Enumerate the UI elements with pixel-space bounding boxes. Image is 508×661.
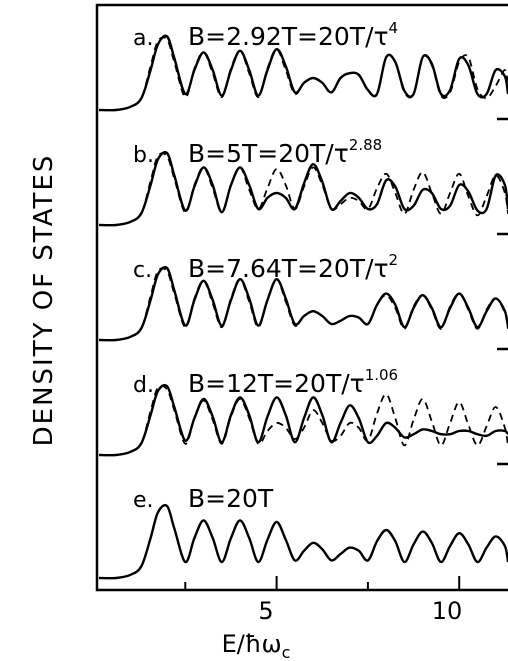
- panel-labels: a. B=2.92T=20T/τ4 b. B=5T=20T/τ2.88 c. B…: [133, 19, 398, 513]
- x-tick-label-10: 10: [432, 597, 463, 625]
- panel-label-c-main: B=7.64T=20T/τ: [188, 254, 389, 283]
- series-dashed-panel-1: [98, 152, 508, 227]
- panel-label-b-main: B=5T=20T/τ: [188, 139, 349, 168]
- panel-label-a: B=2.92T=20T/τ4: [188, 19, 398, 51]
- panel-label-a-sup: 4: [389, 19, 399, 37]
- panel-label-d: B=12T=20T/τ1.06: [188, 366, 398, 398]
- x-axis-ticks: [184, 576, 461, 590]
- x-axis-label-sub: c: [282, 643, 291, 661]
- series-dashed-panel-2: [98, 267, 508, 342]
- panel-label-c-sup: 2: [389, 251, 399, 269]
- panel-label-e-main: B=20T: [188, 484, 274, 513]
- panel-separators: [497, 117, 508, 466]
- panel-letter-d: d.: [133, 373, 154, 398]
- series-solid-panel-4: [98, 503, 508, 580]
- panel-letter-a: a.: [133, 26, 153, 51]
- series-dashed-panel-0: [98, 36, 508, 112]
- x-axis-label-main: E/ħω: [222, 630, 282, 658]
- panel-label-c: B=7.64T=20T/τ2: [188, 251, 398, 283]
- panel-label-b-sup: 2.88: [349, 136, 382, 154]
- x-axis-label: E/ħωc: [222, 630, 291, 661]
- y-axis-label: DENSITY OF STATES: [29, 154, 59, 447]
- x-tick-label-5: 5: [258, 597, 273, 625]
- panel-label-d-sup: 1.06: [365, 366, 398, 384]
- series-dashed-panel-3: [98, 384, 508, 457]
- panel-label-d-main: B=12T=20T/τ: [188, 369, 365, 398]
- panel-label-b: B=5T=20T/τ2.88: [188, 136, 382, 168]
- panel-label-a-main: B=2.92T=20T/τ: [188, 22, 389, 51]
- panel-letter-e: e.: [133, 488, 154, 513]
- panel-letter-c: c.: [133, 258, 152, 283]
- panel-label-e: B=20T: [188, 484, 274, 513]
- plot-frame: [95, 3, 508, 592]
- panel-letter-b: b.: [133, 143, 154, 168]
- curves: [98, 34, 508, 580]
